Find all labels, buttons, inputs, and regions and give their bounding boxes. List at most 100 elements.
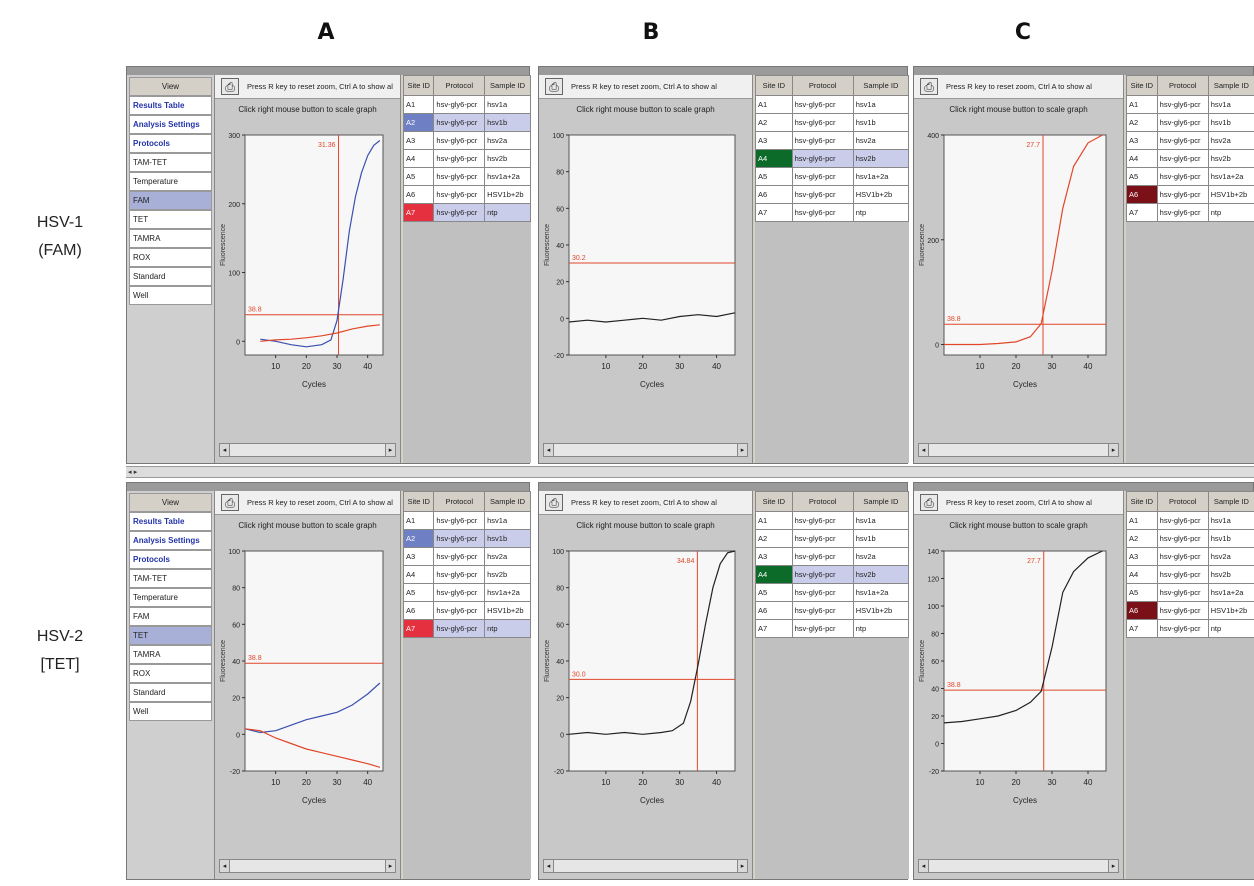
print-icon[interactable]: ⎙ [221,494,239,511]
views-item[interactable]: Protocols [129,550,212,569]
scroll-right-icon[interactable]: ▸ [385,444,395,456]
table-row[interactable]: A2 hsv-gly6-pcr hsv1b [755,529,910,548]
table-row[interactable]: A5 hsv-gly6-pcr hsv1a+2a [402,167,531,186]
views-item[interactable]: TET [129,626,212,645]
graph-scrollbar[interactable]: ◂ ▸ [219,859,396,873]
views-item[interactable]: Protocols [129,134,212,153]
table-row[interactable]: A3 hsv-gly6-pcr hsv2a [1126,131,1254,150]
table-header-cell[interactable]: Sample ID [484,75,531,96]
table-header-cell[interactable]: Site ID [1126,491,1158,512]
print-icon[interactable]: ⎙ [545,78,563,95]
table-row[interactable]: A1 hsv-gly6-pcr hsv1a [1126,511,1254,530]
table-row[interactable]: A3 hsv-gly6-pcr hsv2a [1126,547,1254,566]
table-header-cell[interactable]: Protocol [791,491,854,512]
table-header-cell[interactable]: Protocol [433,75,486,96]
views-item[interactable]: ROX [129,248,212,267]
graph-scrollbar[interactable]: ◂ ▸ [543,443,748,457]
table-row[interactable]: A2 hsv-gly6-pcr hsv1b [755,113,910,132]
table-row[interactable]: A1 hsv-gly6-pcr hsv1a [1126,95,1254,114]
scroll-left-icon[interactable]: ◂ [544,860,554,872]
table-row[interactable]: A7 hsv-gly6-pcr ntp [402,619,531,638]
table-header-cell[interactable]: Site ID [402,75,435,96]
table-header-cell[interactable]: Protocol [433,491,486,512]
amplification-plot[interactable]: -20 0 20 40 60 80 100 10 20 30 40 Fluorescence Cycle… [215,491,401,811]
table-row[interactable]: A3 hsv-gly6-pcr hsv2a [755,131,910,150]
table-header-cell[interactable]: Sample ID [852,491,910,512]
views-item[interactable]: TAM-TET [129,569,212,588]
scroll-right-icon[interactable]: ▸ [737,444,747,456]
table-row[interactable]: A2 hsv-gly6-pcr hsv1b [1126,529,1254,548]
table-row[interactable]: A4 hsv-gly6-pcr hsv2b [402,565,531,584]
table-row[interactable]: A7 hsv-gly6-pcr ntp [1126,619,1254,638]
table-row[interactable]: A3 hsv-gly6-pcr hsv2a [402,547,531,566]
print-icon[interactable]: ⎙ [221,78,239,95]
views-item[interactable]: Temperature [129,172,212,191]
views-item[interactable]: Well [129,286,212,305]
views-item[interactable]: Analysis Settings [129,115,212,134]
table-header-cell[interactable]: Sample ID [1207,491,1254,512]
table-row[interactable]: A1 hsv-gly6-pcr hsv1a [402,511,531,530]
table-row[interactable]: A3 hsv-gly6-pcr hsv2a [402,131,531,150]
amplification-plot[interactable]: -20 0 20 40 60 80 100 10 20 30 40 Fluorescence Cycle… [539,491,753,811]
scroll-left-icon[interactable]: ◂ [919,444,929,456]
table-header-cell[interactable]: Site ID [1126,75,1158,96]
table-header-cell[interactable]: Protocol [1156,491,1209,512]
table-row[interactable]: A4 hsv-gly6-pcr hsv2b [755,149,910,168]
table-row[interactable]: A7 hsv-gly6-pcr ntp [755,203,910,222]
table-row[interactable]: A5 hsv-gly6-pcr hsv1a+2a [402,583,531,602]
print-icon[interactable]: ⎙ [545,494,563,511]
scroll-left-icon[interactable]: ◂ [919,860,929,872]
table-row[interactable]: A5 hsv-gly6-pcr hsv1a+2a [1126,167,1254,186]
table-row[interactable]: A2 hsv-gly6-pcr hsv1b [1126,113,1254,132]
views-item[interactable]: TAM-TET [129,153,212,172]
table-row[interactable]: A1 hsv-gly6-pcr hsv1a [402,95,531,114]
table-row[interactable]: A7 hsv-gly6-pcr ntp [1126,203,1254,222]
scroll-left-icon[interactable]: ◂ [220,860,230,872]
scroll-left-icon[interactable]: ◂ [220,444,230,456]
table-row[interactable]: A4 hsv-gly6-pcr hsv2b [402,149,531,168]
scroll-left-icon[interactable]: ◂ [544,444,554,456]
table-row[interactable]: A6 hsv-gly6-pcr HSV1b+2b [1126,601,1254,620]
table-row[interactable]: A7 hsv-gly6-pcr ntp [755,619,910,638]
table-row[interactable]: A5 hsv-gly6-pcr hsv1a+2a [755,583,910,602]
table-header-cell[interactable]: Protocol [1156,75,1209,96]
graph-scrollbar[interactable]: ◂ ▸ [543,859,748,873]
views-item[interactable]: TET [129,210,212,229]
amplification-plot[interactable]: 0 200 400 10 20 30 40 Fluorescence Cycles 38.8 27.… [914,75,1124,395]
table-row[interactable]: A1 hsv-gly6-pcr hsv1a [755,95,910,114]
table-row[interactable]: A6 hsv-gly6-pcr HSV1b+2b [1126,185,1254,204]
scroll-right-icon[interactable]: ▸ [385,860,395,872]
table-header-cell[interactable]: Protocol [791,75,854,96]
scroll-right-icon[interactable]: ▸ [1108,444,1118,456]
table-row[interactable]: A5 hsv-gly6-pcr hsv1a+2a [1126,583,1254,602]
graph-scrollbar[interactable]: ◂ ▸ [219,443,396,457]
views-item[interactable]: Temperature [129,588,212,607]
table-row[interactable]: A1 hsv-gly6-pcr hsv1a [755,511,910,530]
views-item[interactable]: ROX [129,664,212,683]
table-row[interactable]: A5 hsv-gly6-pcr hsv1a+2a [755,167,910,186]
views-item[interactable]: Results Table [129,512,212,531]
views-item[interactable]: FAM [129,191,212,210]
table-row[interactable]: A2 hsv-gly6-pcr hsv1b [402,113,531,132]
scroll-right-icon[interactable]: ▸ [737,860,747,872]
table-row[interactable]: A2 hsv-gly6-pcr hsv1b [402,529,531,548]
views-item[interactable]: TAMRA [129,229,212,248]
table-row[interactable]: A6 hsv-gly6-pcr HSV1b+2b [402,601,531,620]
table-row[interactable]: A4 hsv-gly6-pcr hsv2b [755,565,910,584]
print-icon[interactable]: ⎙ [920,494,938,511]
table-row[interactable]: A4 hsv-gly6-pcr hsv2b [1126,565,1254,584]
print-icon[interactable]: ⎙ [920,78,938,95]
table-row[interactable]: A6 hsv-gly6-pcr HSV1b+2b [402,185,531,204]
views-item[interactable]: Analysis Settings [129,531,212,550]
table-header-cell[interactable]: Site ID [755,491,793,512]
views-item[interactable]: TAMRA [129,645,212,664]
views-item[interactable]: FAM [129,607,212,626]
table-row[interactable]: A4 hsv-gly6-pcr hsv2b [1126,149,1254,168]
views-item[interactable]: Results Table [129,96,212,115]
views-item[interactable]: Standard [129,683,212,702]
table-header-cell[interactable]: Sample ID [852,75,910,96]
scroll-right-icon[interactable]: ▸ [1108,860,1118,872]
amplification-plot[interactable]: -20 0 20 40 60 80 100 120 140 10 20 30 40 Fluorescenc… [914,491,1124,811]
views-item[interactable]: Well [129,702,212,721]
pane-divider[interactable]: ◂ ▸ [126,466,1254,478]
